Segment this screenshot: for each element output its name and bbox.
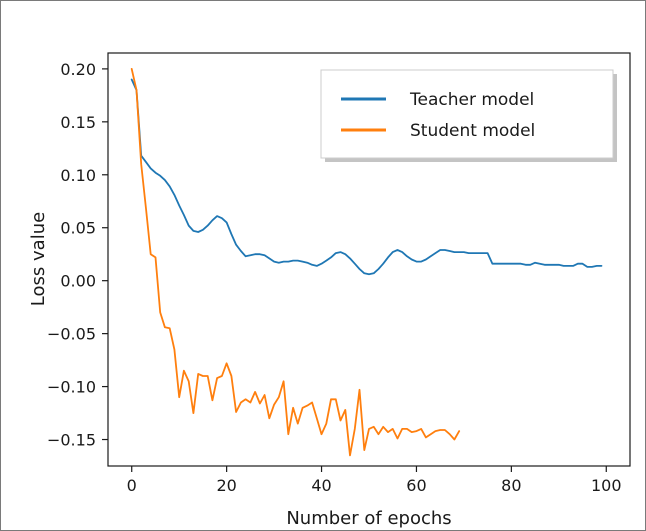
teacher-model-line [130,78,603,276]
x-tick-label: 100 [591,476,622,495]
y-tick-label: −0.15 [47,431,96,450]
legend-label-teacher: Teacher model [409,90,534,110]
y-tick-label: 0.15 [60,113,96,132]
y-tick-label: 0.05 [60,219,96,238]
y-tick-label: −0.10 [47,378,96,397]
x-tick-label: 40 [311,476,331,495]
y-tick-label: 0.00 [60,272,96,291]
y-tick-label: 0.10 [60,166,96,185]
legend: Teacher model Student model [320,69,617,162]
axis-ticks: 0 20 40 60 80 100 0.20 0.15 0.10 0.05 0.00 −0.05 −0.… [47,60,622,495]
legend-box [320,69,614,159]
x-tick-label: 80 [501,476,521,495]
x-axis-title: Number of epochs [286,508,451,529]
y-tick-label: 0.20 [60,60,96,79]
x-tick-label: 0 [127,476,137,495]
student-model-line [130,68,461,457]
y-tick-label: −0.05 [47,325,96,344]
series-lines [130,68,603,457]
x-tick-label: 20 [216,476,236,495]
legend-label-student: Student model [410,121,535,141]
x-tick-label: 60 [406,476,426,495]
y-axis-title: Loss value [28,212,49,306]
